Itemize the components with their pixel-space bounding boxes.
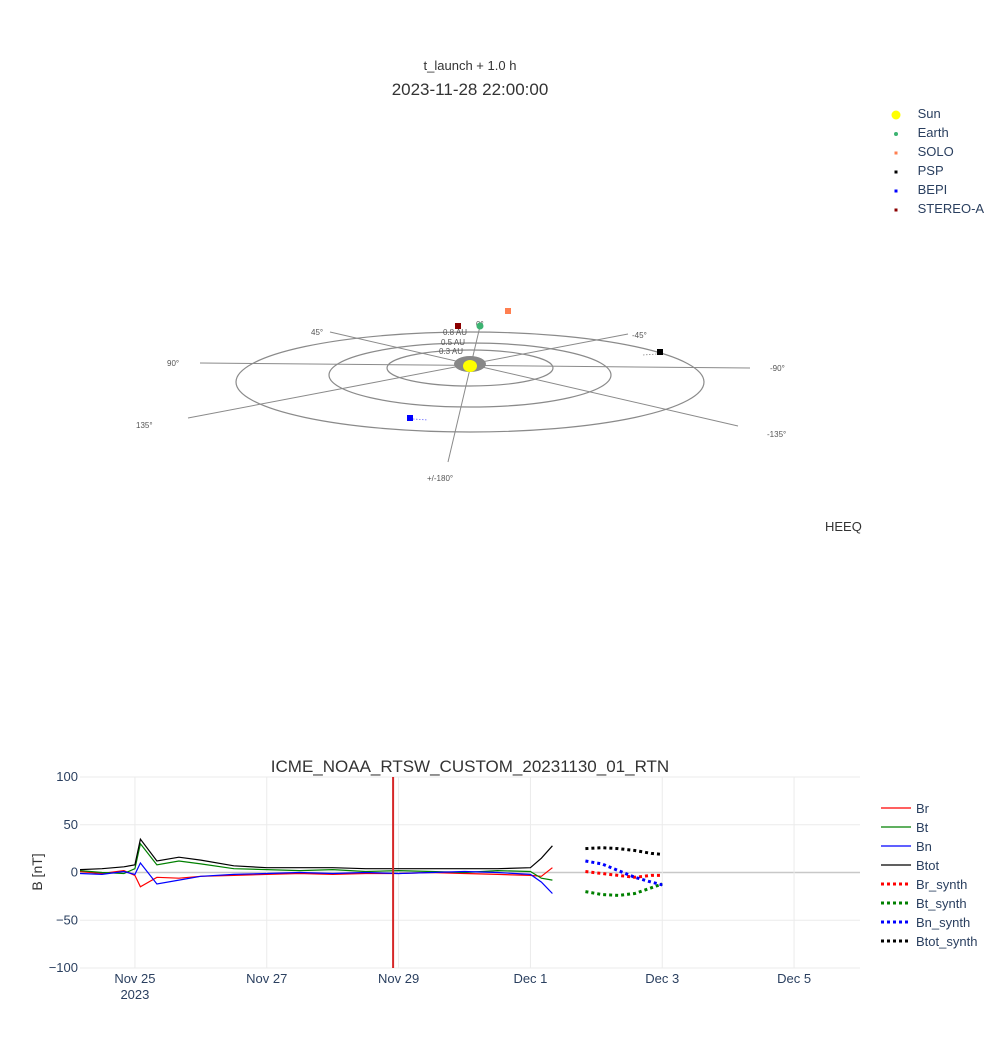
angle-label-90: 90° — [167, 359, 179, 368]
ring-label-05: 0.5 AU — [441, 338, 465, 347]
legend-label: Bn — [916, 839, 932, 854]
legend-bepi-label: BEPI — [917, 182, 948, 197]
frame-label: HEEQ — [825, 519, 862, 534]
x-tick-label: Dec 3 — [645, 971, 679, 986]
x-tick-label: Dec 1 — [513, 971, 547, 986]
stereo-a-marker[interactable] — [455, 323, 461, 329]
orbit-plot[interactable]: 0.8 AU 0.5 AU 0.3 AU 0° -45° -90° -135° … — [60, 250, 900, 730]
legend-item-btot-synth[interactable]: Btot_synth — [881, 934, 977, 949]
axis-line-45-135 — [329, 331, 739, 427]
x-tick-sublabel: 2023 — [120, 987, 149, 1002]
legend-item-bn-synth[interactable]: Bn_synth — [881, 915, 970, 930]
y-tick-label: 100 — [56, 769, 78, 784]
legend-psp[interactable]: PSP — [888, 163, 944, 180]
orbit-ring-outer — [235, 331, 705, 433]
sun-marker[interactable] — [463, 360, 477, 372]
angle-label-180: +/-180° — [427, 474, 453, 483]
y-tick-label: −50 — [56, 912, 78, 927]
bepi-marker[interactable] — [407, 415, 413, 421]
orbit-subtitle: t_launch + 1.0 h — [423, 58, 517, 73]
legend-label: Br — [916, 801, 930, 816]
orbit-ring-inner — [386, 349, 554, 387]
legend-item-bt[interactable]: Bt — [881, 820, 929, 835]
legend-item-bt-synth[interactable]: Bt_synth — [881, 896, 967, 911]
legend-label: Btot — [916, 858, 940, 873]
bepi-trail — [412, 418, 429, 421]
y-tick-label: −100 — [49, 960, 78, 975]
legend-solo[interactable]: SOLO — [888, 144, 954, 161]
series-br[interactable] — [79, 867, 553, 888]
legend-item-btot[interactable]: Btot — [881, 858, 940, 873]
series-br-synth[interactable] — [585, 870, 663, 879]
legend-bepi-swatch — [894, 189, 898, 193]
x-tick-label: Nov 25 — [114, 971, 155, 986]
series-bt[interactable] — [79, 842, 553, 881]
series-bn[interactable] — [79, 861, 553, 894]
ring-label-03: 0.3 AU — [439, 347, 463, 356]
x-tick-label: Dec 5 — [777, 971, 811, 986]
legend-sun[interactable]: Sun — [888, 106, 941, 123]
y-tick-label: 0 — [71, 865, 78, 880]
legend-bepi[interactable]: BEPI — [888, 182, 947, 199]
series-bt-synth[interactable] — [585, 882, 663, 897]
axis-line-minus45-135 — [187, 333, 629, 419]
legend-psp-swatch — [894, 170, 898, 174]
angle-label-minus90: -90° — [770, 364, 785, 373]
magnetic-field-chart[interactable]: ICME_NOAA_RTSW_CUSTOM_20231130_01_RTN B … — [0, 750, 1000, 1050]
solo-marker[interactable] — [505, 308, 511, 314]
y-tick-label: 50 — [64, 817, 78, 832]
legend-item-br-synth[interactable]: Br_synth — [881, 877, 967, 892]
ring-label-08: 0.8 AU — [443, 328, 467, 337]
chart-title: ICME_NOAA_RTSW_CUSTOM_20231130_01_RTN — [271, 757, 669, 776]
legend-sun-label: Sun — [917, 106, 941, 121]
psp-marker[interactable] — [657, 349, 663, 355]
legend-psp-label: PSP — [917, 163, 944, 178]
angle-label-minus135: -135° — [767, 430, 786, 439]
series-bn-synth[interactable] — [585, 859, 663, 887]
legend-stereo-a-swatch — [894, 208, 898, 212]
legend-solo-swatch — [894, 151, 898, 155]
series-btot-synth[interactable] — [585, 846, 663, 856]
angle-label-45: 45° — [311, 328, 323, 337]
legend-earth-label: Earth — [917, 125, 949, 140]
legend-item-bn[interactable]: Bn — [881, 839, 932, 854]
legend-item-br[interactable]: Br — [881, 801, 930, 816]
legend-stereo-a[interactable]: STEREO-A — [888, 201, 984, 218]
axis-line-0-180 — [447, 321, 482, 463]
earth-marker[interactable] — [476, 322, 484, 330]
orbit-title: 2023-11-28 22:00:00 — [391, 80, 549, 99]
legend-stereo-a-label: STEREO-A — [917, 201, 985, 216]
legend-label: Br_synth — [916, 877, 967, 892]
y-axis-label: B [nT] — [29, 853, 45, 890]
legend-earth-swatch — [894, 131, 898, 136]
angle-label-135: 135° — [136, 421, 153, 430]
legend-label: Bn_synth — [916, 915, 970, 930]
legend-solo-label: SOLO — [917, 144, 954, 159]
angle-label-minus45: -45° — [632, 331, 647, 340]
orbit-ring-middle — [328, 342, 612, 408]
x-tick-label: Nov 27 — [246, 971, 287, 986]
legend-sun-swatch — [891, 110, 901, 120]
legend-label: Btot_synth — [916, 934, 977, 949]
legend-earth[interactable]: Earth — [888, 125, 949, 142]
legend-label: Bt_synth — [916, 896, 967, 911]
legend-label: Bt — [916, 820, 929, 835]
series-btot[interactable] — [79, 837, 553, 871]
psp-trail — [642, 353, 658, 356]
x-tick-label: Nov 29 — [378, 971, 419, 986]
